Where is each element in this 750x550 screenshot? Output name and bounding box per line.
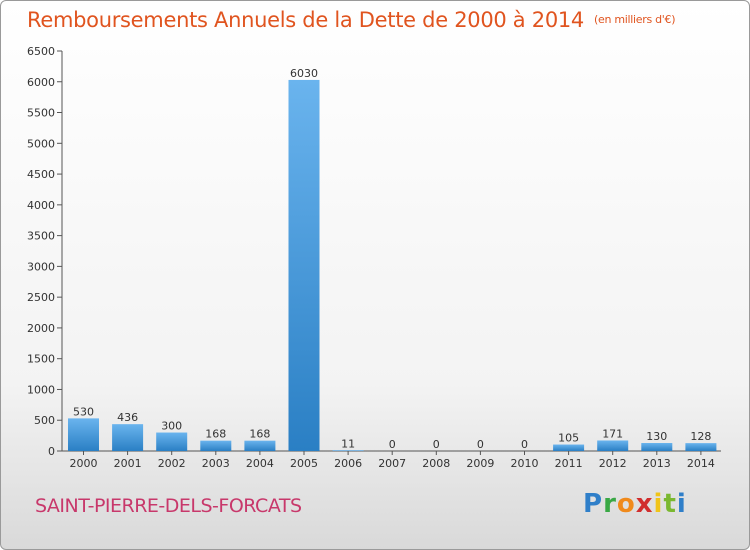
x-tick-label-2006: 2006 bbox=[334, 457, 362, 470]
data-label-2009: 0 bbox=[477, 438, 484, 451]
data-label-2014: 128 bbox=[690, 430, 711, 443]
logo-letter-o: o bbox=[616, 489, 636, 519]
x-tick-label-2009: 2009 bbox=[466, 457, 494, 470]
x-tick-label-2002: 2002 bbox=[158, 457, 186, 470]
data-label-2008: 0 bbox=[433, 438, 440, 451]
x-tick-label-2004: 2004 bbox=[246, 457, 274, 470]
bar-2006 bbox=[332, 450, 364, 451]
data-label-2011: 105 bbox=[558, 432, 579, 445]
x-tick-label-2001: 2001 bbox=[114, 457, 142, 470]
y-tick-label: 3000 bbox=[27, 260, 55, 273]
x-tick-label-2007: 2007 bbox=[378, 457, 406, 470]
data-label-2012: 171 bbox=[602, 427, 623, 440]
x-tick-label-2005: 2005 bbox=[290, 457, 318, 470]
y-tick-label: 4000 bbox=[27, 199, 55, 212]
x-tick-label-2003: 2003 bbox=[202, 457, 230, 470]
y-tick-label: 5000 bbox=[27, 137, 55, 150]
x-tick-label-2014: 2014 bbox=[687, 457, 715, 470]
data-label-2010: 0 bbox=[521, 438, 528, 451]
bar-2013 bbox=[641, 443, 673, 451]
data-label-2013: 130 bbox=[646, 430, 667, 443]
y-tick-label: 6500 bbox=[27, 45, 55, 58]
y-tick-label: 2000 bbox=[27, 322, 55, 335]
data-label-2001: 436 bbox=[117, 411, 138, 424]
y-tick-label: 500 bbox=[34, 414, 55, 427]
data-label-2007: 0 bbox=[389, 438, 396, 451]
data-label-2006: 11 bbox=[341, 437, 355, 450]
logo-letter-r: r bbox=[603, 489, 617, 519]
x-tick-label-2000: 2000 bbox=[70, 457, 98, 470]
y-tick-label: 5500 bbox=[27, 107, 55, 120]
data-label-2005: 6030 bbox=[290, 67, 318, 80]
commune-name: SAINT-PIERRE-DELS-FORCATS bbox=[35, 495, 302, 517]
y-tick-label: 0 bbox=[48, 445, 55, 458]
chart-unit: (en milliers d'€) bbox=[594, 13, 676, 26]
bar-2011 bbox=[553, 444, 585, 451]
x-tick-label-2008: 2008 bbox=[422, 457, 450, 470]
bar-2004 bbox=[244, 440, 276, 451]
y-tick-label: 6000 bbox=[27, 76, 55, 89]
bar-2002 bbox=[156, 432, 188, 451]
chart-title: Remboursements Annuels de la Dette de 20… bbox=[27, 8, 675, 32]
proxiti-logo: Proxiti bbox=[583, 489, 687, 519]
x-tick-label-2010: 2010 bbox=[511, 457, 539, 470]
logo-letter-i2: i bbox=[676, 489, 687, 519]
bar-2012 bbox=[597, 440, 629, 451]
bar-chart: 0500100015002000250030003500400045005000… bbox=[27, 45, 721, 470]
x-tick-label-2011: 2011 bbox=[555, 457, 583, 470]
y-tick-label: 3500 bbox=[27, 230, 55, 243]
bar-2003 bbox=[200, 440, 232, 451]
logo-letter-x: x bbox=[635, 489, 654, 519]
bar-2014 bbox=[685, 443, 717, 451]
y-tick-label: 1500 bbox=[27, 353, 55, 366]
bar-2005 bbox=[288, 79, 320, 451]
bar-2000 bbox=[68, 418, 99, 451]
data-label-2003: 168 bbox=[205, 428, 226, 441]
y-tick-label: 1000 bbox=[27, 383, 55, 396]
x-tick-label-2013: 2013 bbox=[643, 457, 671, 470]
data-label-2004: 168 bbox=[249, 428, 270, 441]
x-tick-label-2012: 2012 bbox=[599, 457, 627, 470]
data-label-2000: 530 bbox=[73, 405, 94, 418]
logo-letter-i1: i bbox=[653, 489, 664, 519]
bar-2001 bbox=[112, 424, 144, 451]
logo-letter-p: P bbox=[583, 489, 604, 519]
logo-letter-t: t bbox=[663, 489, 677, 519]
data-label-2002: 300 bbox=[161, 420, 182, 433]
y-tick-label: 2500 bbox=[27, 291, 55, 304]
chart-title-text: Remboursements Annuels de la Dette de 20… bbox=[27, 8, 584, 32]
y-tick-label: 4500 bbox=[27, 168, 55, 181]
